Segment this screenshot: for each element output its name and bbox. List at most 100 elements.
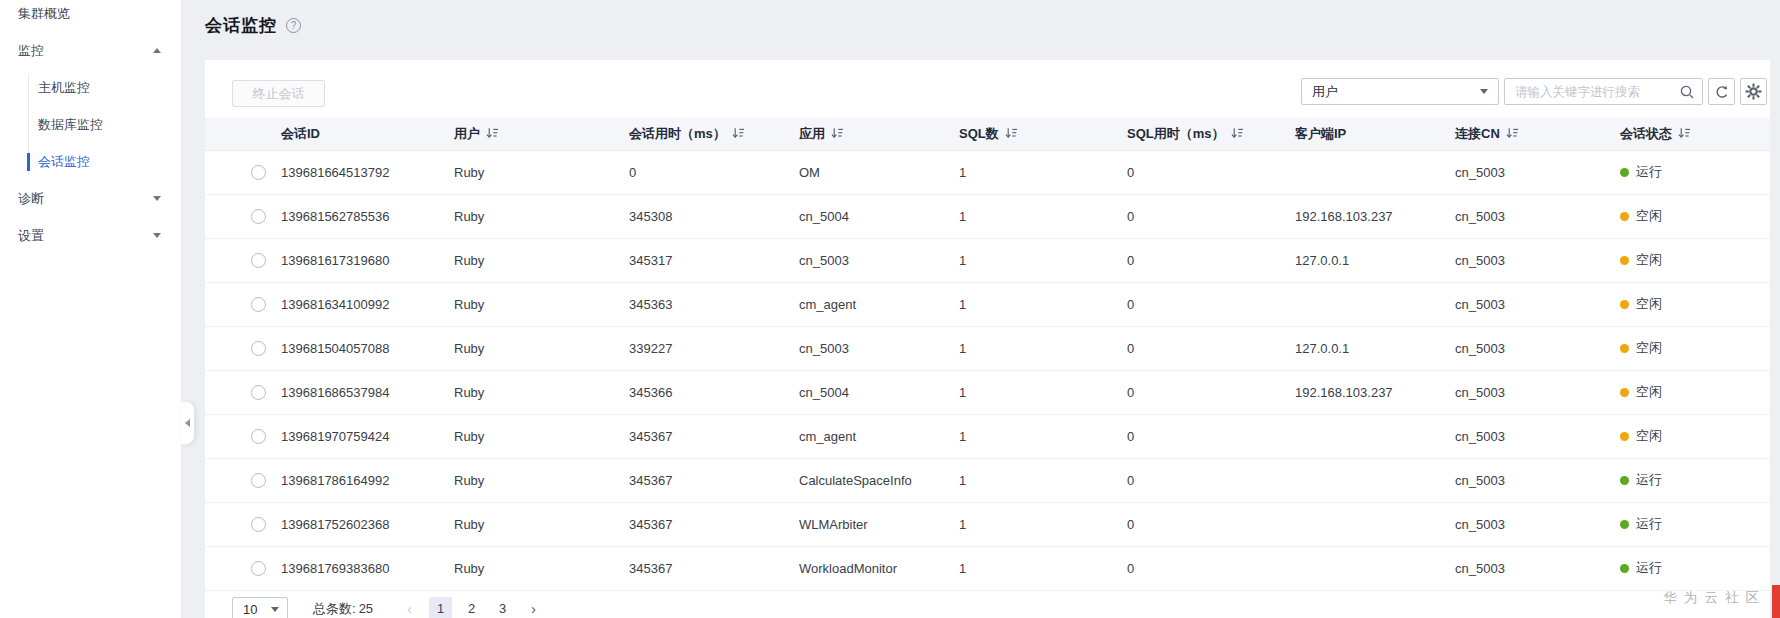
cell-select: [205, 238, 269, 282]
column-header-app[interactable]: 应用: [787, 118, 947, 150]
sort-icon[interactable]: [486, 127, 499, 142]
table-controls: 用户: [1301, 78, 1767, 105]
sidebar-collapse-handle[interactable]: [181, 402, 194, 444]
chevron-up-icon: [153, 48, 161, 53]
radio-button[interactable]: [251, 297, 266, 312]
prev-page-button[interactable]: ‹: [398, 597, 421, 618]
terminate-session-button[interactable]: 终止会话: [232, 80, 325, 107]
search-icon[interactable]: [1679, 84, 1695, 104]
cell-session_time: 345363: [617, 282, 787, 326]
radio-button[interactable]: [251, 209, 266, 224]
search-input[interactable]: [1505, 79, 1669, 104]
table-row: 139681970759424Ruby345367cm_agent10cn_50…: [205, 414, 1770, 458]
radio-button[interactable]: [251, 385, 266, 400]
sessions-table: 会话ID 用户会话用时（ms）应用SQL数 SQL用时（ms） 客户端IP 连接CN 会话…: [205, 118, 1770, 591]
cell-sql_count: 1: [947, 458, 1115, 502]
cell-select: [205, 414, 269, 458]
sort-icon[interactable]: [831, 127, 844, 142]
sidebar-item-monitoring[interactable]: 监控: [0, 32, 181, 69]
sidebar-item-session-monitoring[interactable]: 会话监控: [0, 143, 181, 180]
sidebar-item-settings[interactable]: 设置: [0, 217, 181, 254]
sort-icon[interactable]: [1005, 127, 1018, 142]
total-count-value: 25: [359, 601, 373, 616]
cell-cn: cn_5003: [1443, 238, 1608, 282]
page-button-3[interactable]: 3: [491, 597, 514, 618]
sort-icon[interactable]: [1231, 127, 1244, 142]
chevron-down-icon: [271, 607, 279, 612]
sidebar-item-database-monitoring[interactable]: 数据库监控: [0, 106, 181, 143]
page-size-select[interactable]: 10: [232, 597, 288, 618]
column-header-session_time[interactable]: 会话用时（ms）: [617, 118, 787, 150]
radio-button[interactable]: [251, 517, 266, 532]
status-label: 运行: [1636, 472, 1662, 487]
radio-button[interactable]: [251, 253, 266, 268]
cell-app: cm_agent: [787, 414, 947, 458]
sort-icon[interactable]: [1678, 127, 1691, 142]
column-header-label: 会话ID: [281, 126, 320, 141]
cell-sql_count: 1: [947, 370, 1115, 414]
column-header-label: 会话状态: [1620, 126, 1672, 141]
cell-sql_count: 1: [947, 326, 1115, 370]
cell-client_ip: [1283, 282, 1443, 326]
column-header-label: 客户端IP: [1295, 126, 1346, 141]
status-dot-icon: [1620, 520, 1629, 529]
radio-button[interactable]: [251, 473, 266, 488]
page-button-1[interactable]: 1: [429, 597, 452, 618]
radio-button[interactable]: [251, 429, 266, 444]
sort-icon[interactable]: [732, 127, 745, 142]
cell-client_ip: 127.0.0.1: [1283, 326, 1443, 370]
column-header-user[interactable]: 用户: [442, 118, 617, 150]
cell-sql_time: 0: [1115, 546, 1283, 590]
cell-select: [205, 150, 269, 194]
next-page-button[interactable]: ›: [522, 597, 545, 618]
cell-user: Ruby: [442, 194, 617, 238]
cell-app: cn_5004: [787, 194, 947, 238]
cell-status: 空闲: [1608, 414, 1770, 458]
cell-client_ip: [1283, 502, 1443, 546]
status-dot-icon: [1620, 168, 1629, 177]
help-icon[interactable]: ?: [286, 18, 301, 33]
sidebar-item-label: 数据库监控: [38, 116, 181, 134]
cell-session_time: 339227: [617, 326, 787, 370]
cell-session_id: 139681617319680: [269, 238, 442, 282]
settings-button[interactable]: [1740, 78, 1767, 105]
cell-sql_count: 1: [947, 546, 1115, 590]
sort-icon[interactable]: [1506, 127, 1519, 142]
filter-column-select[interactable]: 用户: [1301, 78, 1499, 105]
cell-session_time: 345308: [617, 194, 787, 238]
column-header-sql_count[interactable]: SQL数: [947, 118, 1115, 150]
status-label: 空闲: [1636, 208, 1662, 223]
radio-button[interactable]: [251, 341, 266, 356]
total-count-label: 总条数:: [313, 601, 356, 616]
sidebar-item-host-monitoring[interactable]: 主机监控: [0, 69, 181, 106]
cell-status: 运行: [1608, 150, 1770, 194]
radio-button[interactable]: [251, 165, 266, 180]
cell-sql_time: 0: [1115, 502, 1283, 546]
sidebar-item-cluster-overview[interactable]: 集群概览: [0, 0, 181, 32]
column-header-status[interactable]: 会话状态: [1608, 118, 1770, 150]
sidebar-item-diagnosis[interactable]: 诊断: [0, 180, 181, 217]
cell-client_ip: 192.168.103.237: [1283, 194, 1443, 238]
radio-button[interactable]: [251, 561, 266, 576]
status-label: 运行: [1636, 560, 1662, 575]
column-header-client_ip: 客户端IP: [1283, 118, 1443, 150]
column-header-session_id: 会话ID: [269, 118, 442, 150]
table-row: 139681752602368Ruby345367WLMArbiter10cn_…: [205, 502, 1770, 546]
column-header-cn[interactable]: 连接CN: [1443, 118, 1608, 150]
refresh-button[interactable]: [1708, 78, 1735, 105]
sidebar: 集群概览监控主机监控数据库监控会话监控诊断设置: [0, 0, 182, 618]
cell-session_id: 139681686537984: [269, 370, 442, 414]
cell-user: Ruby: [442, 370, 617, 414]
table-row: 139681769383680Ruby345367WorkloadMonitor…: [205, 546, 1770, 590]
cell-user: Ruby: [442, 238, 617, 282]
page-button-2[interactable]: 2: [460, 597, 483, 618]
cell-sql_count: 1: [947, 238, 1115, 282]
sidebar-item-label: 设置: [18, 227, 153, 245]
chevron-left-icon: [185, 419, 190, 427]
chevron-down-icon: [153, 196, 161, 201]
cell-user: Ruby: [442, 546, 617, 590]
cell-session_id: 139681752602368: [269, 502, 442, 546]
column-header-sql_time[interactable]: SQL用时（ms）: [1115, 118, 1283, 150]
column-header-label: SQL用时（ms）: [1127, 126, 1225, 141]
cell-select: [205, 194, 269, 238]
